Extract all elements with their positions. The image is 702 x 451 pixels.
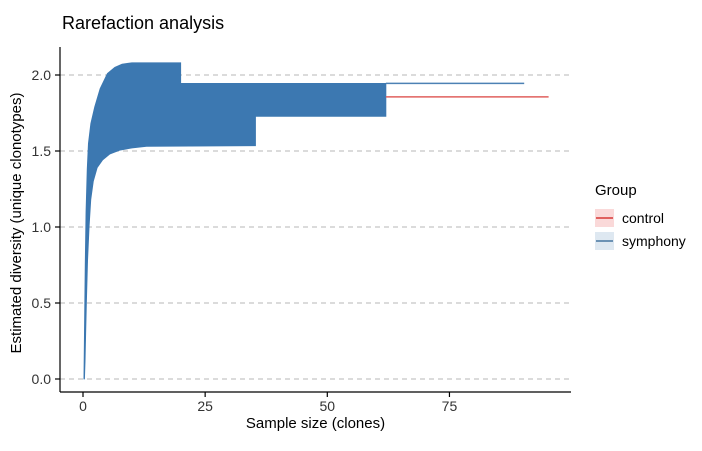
y-axis-title: Estimated diversity (unique clonotypes)	[8, 92, 25, 354]
legend-label: symphony	[622, 233, 686, 249]
legend-title: Group	[595, 182, 637, 199]
y-tick-label: 0.5	[32, 295, 52, 311]
y-tick-label: 1.5	[32, 143, 52, 159]
x-tick-label: 50	[320, 398, 336, 414]
y-tick-label: 2.0	[32, 67, 52, 83]
legend-key-control	[595, 209, 614, 227]
legend-items: control symphony	[595, 209, 686, 250]
legend-label: control	[622, 210, 665, 226]
legend-key-line-icon	[596, 217, 613, 219]
chart-title: Rarefaction analysis	[62, 13, 225, 33]
x-tick-label: 75	[442, 398, 458, 414]
y-tick-label: 1.0	[32, 219, 52, 235]
legend-item-symphony: symphony	[595, 232, 686, 250]
legend-item-control: control	[595, 209, 686, 227]
x-tick-label: 25	[197, 398, 213, 414]
legend-key-symphony	[595, 232, 614, 250]
legend: Group control symphony	[595, 182, 686, 255]
x-axis-title: Sample size (clones)	[245, 415, 386, 432]
legend-key-line-icon	[596, 240, 613, 242]
y-tick-label: 0.0	[32, 371, 52, 387]
symphony-ribbon	[83, 62, 387, 380]
x-tick-label: 0	[79, 398, 87, 414]
